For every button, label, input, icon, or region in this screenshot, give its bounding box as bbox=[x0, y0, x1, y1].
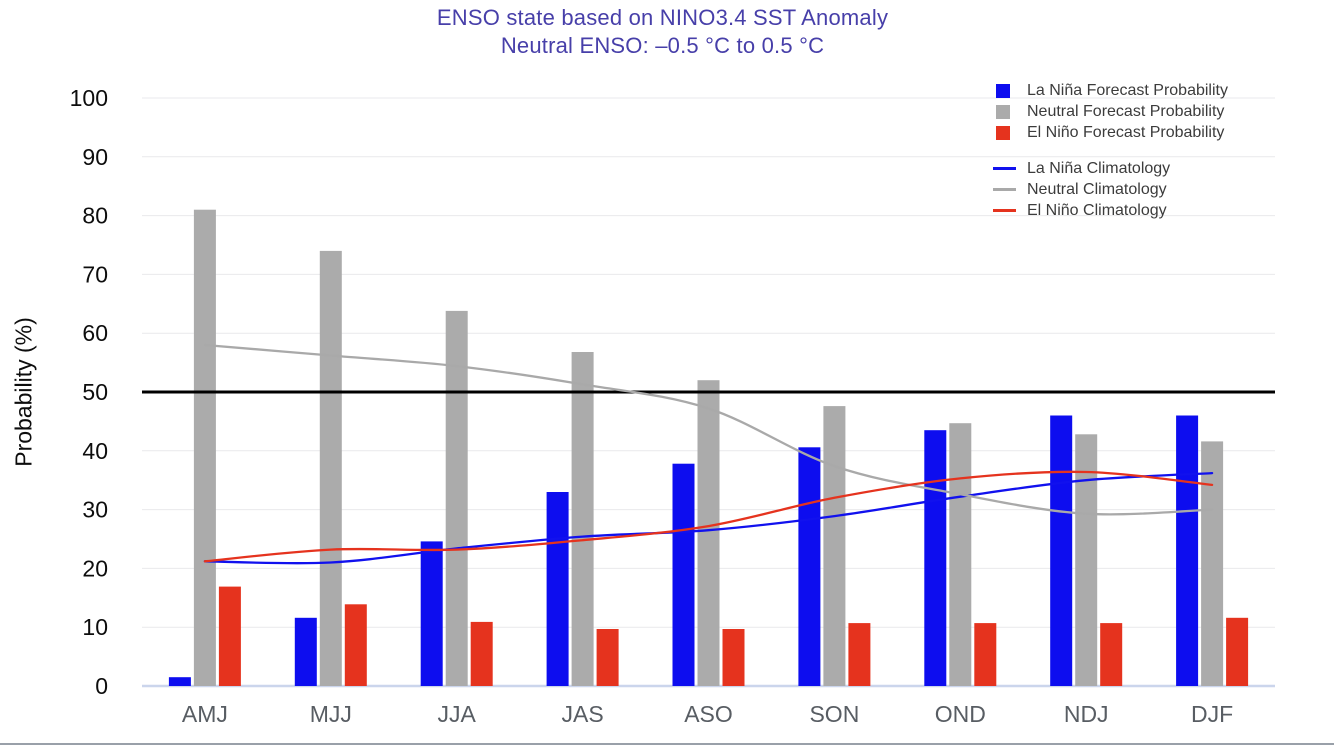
x-axis-label-SON: SON bbox=[809, 701, 859, 727]
legend-label: El Niño Climatology bbox=[1027, 201, 1167, 219]
bar-ASO-2 bbox=[722, 629, 745, 686]
y-tick-label: 60 bbox=[82, 320, 108, 346]
bar-AMJ-0 bbox=[168, 677, 191, 686]
y-tick-label: 100 bbox=[70, 85, 108, 111]
y-tick-label: 70 bbox=[82, 261, 108, 287]
x-axis-label-ASO: ASO bbox=[684, 701, 733, 727]
y-tick-label: 50 bbox=[82, 379, 108, 405]
legend-label: Neutral Forecast Probability bbox=[1027, 102, 1225, 120]
legend: La Niña Forecast Probability Neutral Fore… bbox=[985, 80, 1228, 221]
x-axis-label-MJJ: MJJ bbox=[310, 701, 352, 727]
bar-MJJ-0 bbox=[294, 617, 317, 686]
line-el-ni-o-climatology bbox=[203, 470, 1214, 563]
bar-JJA-0 bbox=[420, 541, 443, 686]
legend-item-bar: La Niña Forecast Probability bbox=[985, 80, 1228, 101]
y-tick-label: 30 bbox=[82, 497, 108, 523]
x-axis-label-OND: OND bbox=[935, 701, 986, 727]
bar-NDJ-0 bbox=[1050, 415, 1073, 686]
bar-JAS-2 bbox=[596, 629, 619, 686]
x-axis-label-JAS: JAS bbox=[562, 701, 604, 727]
bar-DJF-0 bbox=[1176, 415, 1199, 686]
bar-JJA-1 bbox=[445, 310, 468, 686]
legend-label: El Niño Forecast Probability bbox=[1027, 123, 1225, 141]
chart-subtitle: Neutral ENSO: –0.5 °C to 0.5 °C bbox=[500, 33, 825, 58]
x-axis-label-AMJ: AMJ bbox=[182, 701, 228, 727]
legend-swatch-icon bbox=[996, 83, 1010, 98]
y-tick-label: 20 bbox=[82, 555, 108, 581]
legend-swatch-icon bbox=[996, 125, 1010, 140]
y-tick-label: 90 bbox=[82, 144, 108, 170]
bar-ASO-0 bbox=[672, 463, 695, 686]
bar-NDJ-2 bbox=[1100, 623, 1123, 686]
x-axis-label-JJA: JJA bbox=[438, 701, 477, 727]
page-divider bbox=[0, 743, 1334, 745]
bar-MJJ-1 bbox=[319, 250, 342, 686]
legend-item-line: Neutral Climatology bbox=[985, 179, 1228, 200]
legend-label: Neutral Climatology bbox=[1027, 180, 1167, 198]
bar-SON-0 bbox=[798, 447, 821, 686]
bar-OND-1 bbox=[949, 423, 972, 686]
y-tick-label: 80 bbox=[82, 203, 108, 229]
legend-label: La Niña Forecast Probability bbox=[1027, 81, 1228, 99]
bar-JAS-0 bbox=[546, 492, 569, 686]
bar-NDJ-1 bbox=[1075, 434, 1098, 686]
bar-OND-2 bbox=[974, 623, 997, 686]
y-axis-title: Probability (%) bbox=[10, 317, 37, 467]
bar-DJF-1 bbox=[1201, 441, 1224, 686]
legend-group-gap bbox=[985, 143, 1228, 158]
bar-SON-2 bbox=[848, 623, 871, 686]
legend-item-bar: El Niño Forecast Probability bbox=[985, 122, 1228, 143]
bar-OND-0 bbox=[924, 430, 947, 686]
bar-JAS-1 bbox=[571, 352, 594, 686]
x-axis-label-DJF: DJF bbox=[1191, 701, 1233, 727]
chart-title: ENSO state based on NINO3.4 SST Anomaly bbox=[436, 5, 889, 30]
legend-label: La Niña Climatology bbox=[1027, 159, 1171, 177]
y-tick-label: 10 bbox=[82, 614, 108, 640]
bar-DJF-2 bbox=[1226, 617, 1249, 686]
legend-item-bar: Neutral Forecast Probability bbox=[985, 101, 1228, 122]
bar-MJJ-2 bbox=[344, 604, 367, 686]
legend-item-line: El Niño Climatology bbox=[985, 200, 1228, 221]
x-axis-label-NDJ: NDJ bbox=[1064, 701, 1109, 727]
y-tick-label: 40 bbox=[82, 438, 108, 464]
legend-line-icon bbox=[993, 209, 1016, 212]
y-tick-label: 0 bbox=[95, 673, 108, 699]
line-neutral-climatology bbox=[203, 343, 1214, 516]
legend-line-icon bbox=[993, 188, 1016, 191]
line-la-ni-a-climatology bbox=[203, 471, 1214, 565]
bar-SON-1 bbox=[823, 406, 846, 686]
legend-swatch-icon bbox=[996, 104, 1010, 119]
bar-JJA-2 bbox=[470, 621, 493, 686]
bar-AMJ-1 bbox=[193, 209, 216, 686]
legend-item-line: La Niña Climatology bbox=[985, 158, 1228, 179]
legend-line-icon bbox=[993, 167, 1016, 170]
bar-AMJ-2 bbox=[218, 586, 241, 686]
bar-ASO-1 bbox=[697, 380, 720, 686]
